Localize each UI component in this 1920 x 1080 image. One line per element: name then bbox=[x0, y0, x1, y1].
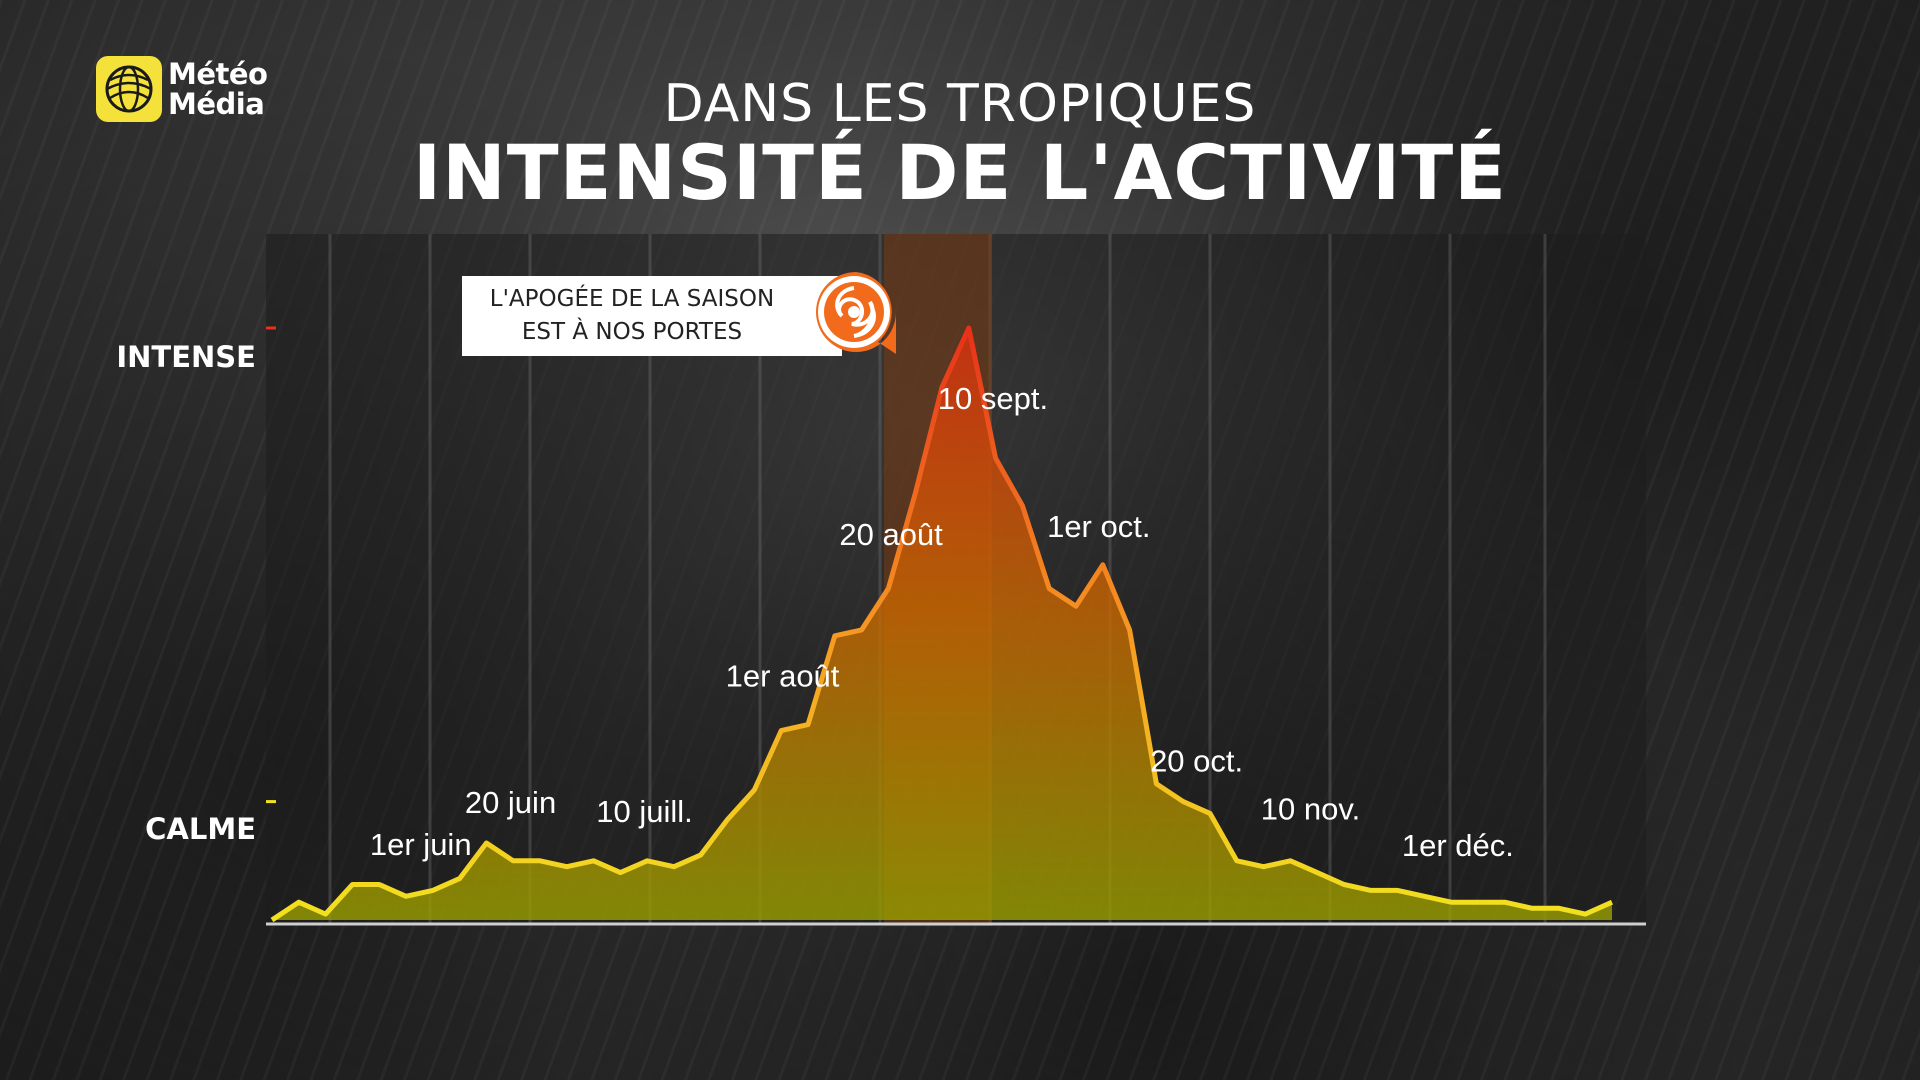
y-tick-calme: CALME bbox=[145, 812, 256, 846]
date-annotation: 10 sept. bbox=[938, 381, 1048, 416]
callout-box: L'APOGÉE DE LA SAISON EST À NOS PORTES bbox=[462, 276, 842, 356]
date-annotation: 1er juin bbox=[370, 827, 472, 862]
activity-area bbox=[272, 328, 1612, 920]
meteomedia-logo: Météo Média bbox=[96, 56, 268, 122]
date-annotation: 20 août bbox=[839, 517, 943, 552]
logo-line2: Média bbox=[168, 87, 265, 121]
logo-line1: Météo bbox=[168, 57, 268, 91]
callout-line1: L'APOGÉE DE LA SAISON bbox=[489, 286, 775, 312]
date-annotation: 20 juin bbox=[465, 785, 556, 820]
page-title: INTENSITÉ DE L'ACTIVITÉ bbox=[412, 128, 1508, 217]
date-annotation: 1er août bbox=[726, 658, 840, 693]
date-annotation: 10 nov. bbox=[1261, 792, 1360, 827]
activity-line bbox=[270, 325, 1614, 923]
callout-line2: EST À NOS PORTES bbox=[521, 319, 743, 345]
date-annotation: 10 juill. bbox=[596, 794, 693, 829]
date-annotation: 20 oct. bbox=[1150, 744, 1243, 779]
globe-icon bbox=[96, 56, 162, 122]
date-annotation: 1er oct. bbox=[1047, 509, 1150, 544]
hurricane-icon bbox=[808, 266, 904, 362]
subtitle: DANS LES TROPIQUES bbox=[663, 74, 1257, 134]
date-annotation: 1er déc. bbox=[1402, 828, 1514, 863]
y-tick-intense: INTENSE bbox=[116, 340, 256, 374]
